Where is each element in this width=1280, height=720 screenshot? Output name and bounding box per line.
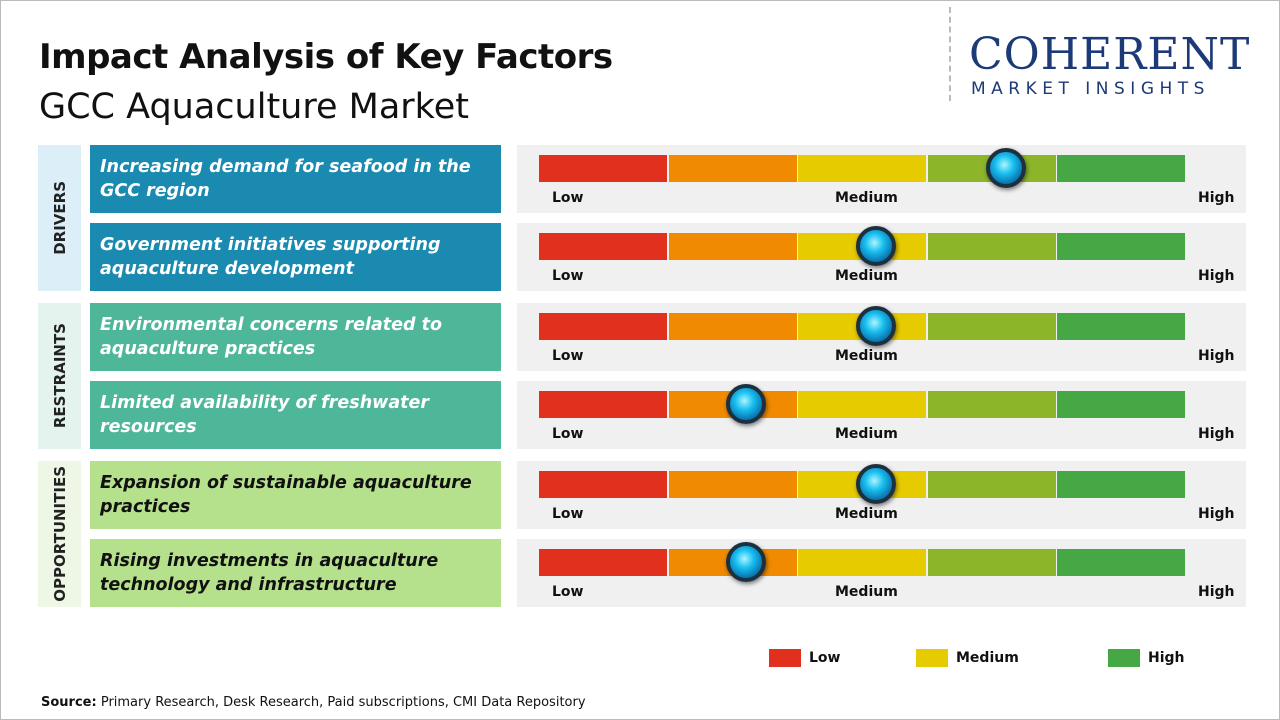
scale-label: Medium (835, 268, 898, 284)
impact-scale: Low Medium High (517, 381, 1246, 449)
scale-label: Low (552, 584, 584, 600)
impact-scale: Low Medium High (517, 145, 1246, 213)
scale-segment (798, 155, 927, 182)
scale-label: Low (552, 426, 584, 442)
impact-marker (985, 148, 1026, 188)
source: Source: Primary Research, Desk Research,… (41, 695, 586, 710)
scale-segment (798, 549, 927, 576)
scale-segment (539, 313, 668, 340)
impact-marker (726, 384, 767, 424)
subtitle: GCC Aquaculture Market (39, 87, 469, 127)
impact-marker (855, 464, 896, 504)
impact-marker (855, 226, 896, 266)
impact-marker (726, 542, 767, 582)
scale-segment (927, 391, 1056, 418)
legend-label: Low (809, 650, 841, 666)
scale-segment (1057, 391, 1186, 418)
legend-swatch (1108, 649, 1140, 667)
scale-segment (1057, 155, 1186, 182)
legend-swatch (916, 649, 948, 667)
factor-label: Expansion of sustainable aquaculture pra… (90, 461, 501, 529)
impact-scale: Low Medium High (517, 303, 1246, 371)
scale-label: Low (552, 506, 584, 522)
legend-label: Medium (956, 650, 1019, 666)
source-text: Primary Research, Desk Research, Paid su… (100, 695, 586, 710)
scale-segment (1057, 233, 1186, 260)
legend-item: Low (769, 649, 840, 667)
scale-segment (539, 471, 668, 498)
group-label-box: DRIVERS (38, 145, 81, 291)
legend-item: High (1108, 649, 1185, 667)
logo-tagline: MARKET INSIGHTS (971, 79, 1210, 99)
legend-label: High (1148, 650, 1185, 666)
impact-scale: Low Medium High (517, 223, 1246, 291)
scale-label: High (1198, 584, 1235, 600)
scale-segment (539, 233, 668, 260)
group-label: DRIVERS (50, 181, 69, 255)
divider (949, 7, 951, 101)
scale-segment (927, 233, 1056, 260)
scale-segment (539, 155, 668, 182)
scale-segment (927, 549, 1056, 576)
legend-swatch (769, 649, 801, 667)
scale-segment (668, 155, 797, 182)
scale-segment (1057, 471, 1186, 498)
scale-label: Medium (835, 426, 898, 442)
scale-label: Low (552, 190, 584, 206)
scale-segment (798, 391, 927, 418)
scale-segment (668, 233, 797, 260)
scale-segment (668, 471, 797, 498)
scale-segment (539, 549, 668, 576)
source-label: Source: (41, 695, 97, 710)
scale-label: High (1198, 190, 1235, 206)
scale-segment (539, 391, 668, 418)
scale-label: High (1198, 268, 1235, 284)
scale-label: High (1198, 506, 1235, 522)
factor-label: Environmental concerns related to aquacu… (90, 303, 501, 371)
scale-label: High (1198, 426, 1235, 442)
title: Impact Analysis of Key Factors (39, 37, 613, 77)
impact-scale: Low Medium High (517, 539, 1246, 607)
group-label: RESTRAINTS (50, 323, 69, 429)
logo-name: COHERENT (969, 29, 1251, 80)
group-label-box: OPPORTUNITIES (38, 461, 81, 607)
scale-segment (927, 313, 1056, 340)
scale-segment (668, 313, 797, 340)
scale-label: Medium (835, 348, 898, 364)
impact-marker (855, 306, 896, 346)
factor-label: Limited availability of freshwater resou… (90, 381, 501, 449)
scale-label: Low (552, 268, 584, 284)
factor-label: Government initiatives supporting aquacu… (90, 223, 501, 291)
scale-segment (1057, 313, 1186, 340)
group-label-box: RESTRAINTS (38, 303, 81, 449)
factor-label: Increasing demand for seafood in the GCC… (90, 145, 501, 213)
factor-label: Rising investments in aquaculture techno… (90, 539, 501, 607)
scale-segment (927, 471, 1056, 498)
scale-label: Medium (835, 584, 898, 600)
scale-label: Low (552, 348, 584, 364)
legend-item: Medium (916, 649, 1019, 667)
scale-label: High (1198, 348, 1235, 364)
scale-label: Medium (835, 190, 898, 206)
group-label: OPPORTUNITIES (50, 466, 69, 602)
scale-label: Medium (835, 506, 898, 522)
impact-scale: Low Medium High (517, 461, 1246, 529)
scale-segment (1057, 549, 1186, 576)
